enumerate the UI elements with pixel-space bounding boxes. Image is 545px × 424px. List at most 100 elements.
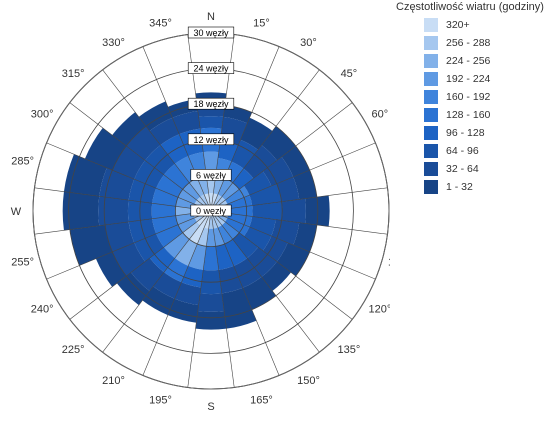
wind-sector-segment: [221, 221, 240, 240]
legend-entry: 96 - 128: [396, 125, 545, 143]
legend-label: 224 - 256: [446, 55, 491, 67]
legend-label: 192 - 224: [446, 73, 491, 85]
wind-sector-segment: [243, 171, 272, 196]
legend-entry: 64 - 96: [396, 143, 545, 161]
direction-label: 165°: [250, 394, 273, 406]
legend-entry: 128 - 160: [396, 107, 545, 125]
direction-label: 315°: [62, 68, 85, 80]
wind-sector-segment: [203, 246, 219, 271]
wind-sector-segment: [215, 243, 234, 270]
wind-sector-segment: [240, 117, 273, 150]
ring-label: 0 węzły: [196, 206, 227, 216]
grid-spoke: [46, 142, 206, 209]
wind-sector-segment: [175, 213, 195, 225]
ring-label: 24 węzły: [193, 64, 229, 74]
legend-label: 32 - 64: [446, 163, 479, 175]
wind-sector-segment: [160, 134, 189, 164]
wind-sector-segment: [149, 117, 180, 146]
wind-sector-segment: [156, 224, 183, 248]
ring-label: 12 węzły: [193, 135, 229, 145]
grid-spoke: [216, 187, 388, 211]
wind-sector-segment: [281, 198, 306, 224]
grid-spoke: [216, 211, 388, 235]
grid-spoke: [102, 215, 208, 353]
direction-label: 255°: [11, 256, 34, 268]
legend-entries: 320+ 256 - 288 224 - 256 192 - 224 160 - 192…: [396, 17, 545, 197]
wind-sector-segment: [249, 216, 276, 236]
wind-sector-segment: [95, 251, 127, 287]
wind-sector-segment: [232, 232, 259, 259]
legend-entry: 224 - 256: [396, 53, 545, 71]
direction-label: 345°: [149, 18, 172, 30]
wind-sector-segment: [217, 178, 233, 197]
wind-sector-segment: [195, 311, 227, 330]
direction-label: 300°: [31, 109, 54, 121]
legend-swatch: [424, 72, 438, 86]
legend-label: 320+: [446, 19, 470, 31]
wind-sector-segment: [112, 112, 146, 146]
wind-sector-segment: [221, 182, 240, 201]
wind-sector-segment: [181, 265, 204, 288]
wind-sector-segment: [188, 243, 207, 270]
legend-swatch: [424, 180, 438, 194]
wind-sector-segment: [189, 225, 205, 244]
wind-sector-segment: [217, 140, 239, 162]
wind-sector-segment: [225, 185, 250, 205]
legend-swatch: [424, 90, 438, 104]
grid-spoke: [69, 214, 207, 320]
ring-label-box: [187, 26, 235, 39]
wind-sector-segment: [262, 156, 294, 187]
wind-sector-segment: [175, 206, 194, 216]
wind-sector-segment: [126, 126, 161, 161]
legend-swatch: [424, 36, 438, 50]
grid-spoke: [211, 216, 235, 388]
grid-spoke: [214, 69, 320, 207]
grid-spoke: [187, 216, 211, 388]
wind-sector-segment: [276, 176, 300, 202]
direction-label: 120°: [368, 304, 390, 316]
grid-spoke: [216, 142, 376, 209]
legend-label: 160 - 192: [446, 91, 491, 103]
direction-label: 210°: [102, 375, 125, 387]
grid-spoke: [69, 102, 207, 208]
wind-sector-segment: [249, 183, 282, 206]
wind-sector-segment: [167, 298, 199, 323]
ring-label-box: [187, 62, 235, 74]
direction-label: 135°: [338, 344, 361, 356]
wind-sector-segment: [99, 167, 135, 201]
wind-sector-segment: [156, 174, 183, 198]
wind-sector-segment: [145, 145, 175, 175]
legend-entry: 256 - 288: [396, 35, 545, 53]
wind-sector-segment: [175, 197, 195, 209]
wind-sector-segment: [69, 224, 113, 266]
wind-sector-segment: [138, 101, 173, 131]
wind-sector-segment: [232, 168, 254, 190]
grid-spoke: [215, 214, 353, 320]
wind-sector-segment: [151, 203, 176, 219]
direction-label: 105°: [388, 256, 390, 268]
legend-entry: 160 - 192: [396, 89, 545, 107]
wind-sector-segment: [247, 247, 277, 277]
legend-label: 256 - 288: [446, 37, 491, 49]
legend-entry: 1 - 32: [396, 179, 545, 197]
direction-label: W: [11, 206, 22, 218]
ring-labels: 0 węzły 6 węzły 12 węzły 18 węzły 24 węzły 30…: [187, 26, 235, 217]
wind-sector-segment: [225, 217, 250, 237]
wind-sector-segment: [224, 239, 248, 266]
wind-sector-segment: [206, 228, 216, 247]
legend-label: 128 - 160: [446, 109, 491, 121]
wind-sector-segment: [98, 196, 129, 226]
wind-sector-segment: [172, 110, 201, 135]
wind-sector-segment: [134, 233, 164, 262]
legend-swatch: [424, 162, 438, 176]
wind-sector-segment: [231, 139, 258, 169]
wind-sector-segment: [197, 227, 209, 247]
wind-sector-segment: [208, 193, 214, 211]
legend-swatch: [424, 54, 438, 68]
wind-sector-segment: [281, 145, 310, 177]
direction-label: N: [207, 11, 215, 23]
wind-sector-segment: [217, 225, 233, 244]
direction-label: 60°: [372, 109, 389, 121]
ring-label: 30 węzły: [193, 28, 229, 38]
direction-label: 15°: [253, 18, 270, 30]
